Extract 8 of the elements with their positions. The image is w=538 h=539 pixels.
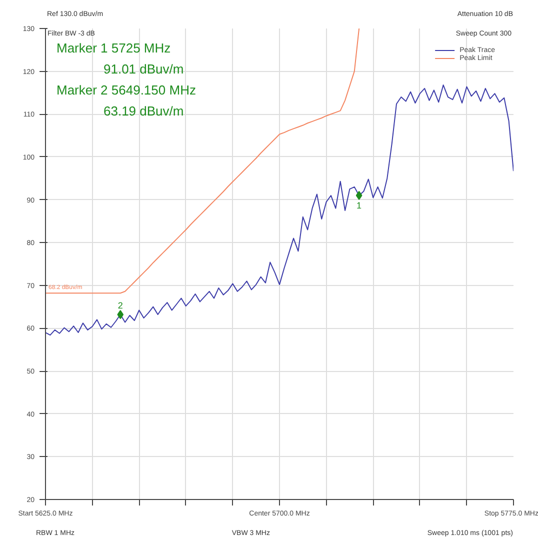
annotation: 1	[356, 200, 362, 210]
annotation: 91.01 dBuv/m	[104, 62, 184, 76]
annotation: Marker 2 5649.150 MHz	[56, 82, 196, 98]
annotation: 63.19 dBuv/m	[104, 104, 184, 118]
line-series	[46, 28, 360, 294]
annotation: 2	[118, 300, 123, 311]
line-series	[46, 84, 514, 336]
annotation: Marker 1 5725 MHz	[56, 40, 171, 56]
